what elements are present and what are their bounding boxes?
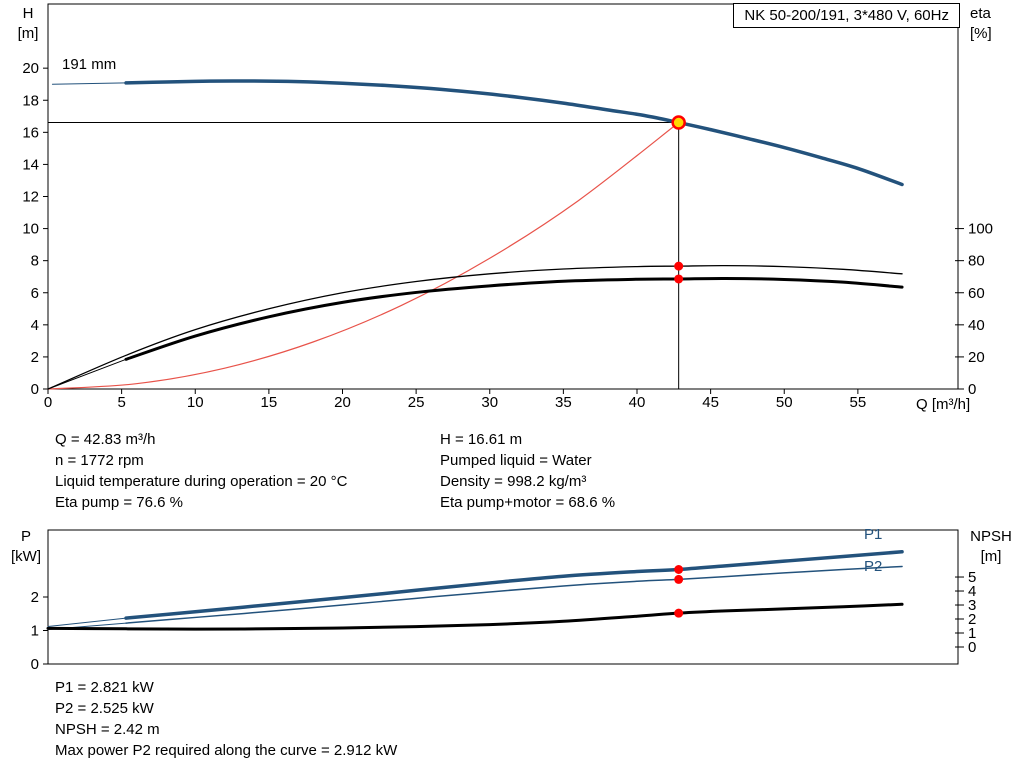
p-axis-label: P [kW] [4,527,48,567]
y-right-tick-label: 4 [968,583,976,600]
y-left-tick-label: 20 [22,60,39,77]
x-tick-label: 25 [408,394,425,411]
y-left-tick-label: 2 [31,589,39,606]
y-left-tick-label: 10 [22,221,39,238]
duty-point[interactable] [671,115,686,130]
x-tick-label: 30 [481,394,498,411]
q-axis-label: Q [m³/h] [916,396,971,413]
result-max-power: Max power P2 required along the curve = … [55,742,398,759]
p1-point [674,564,684,574]
npsh-point [674,608,684,618]
info-head: H = 16.61 m [440,431,523,448]
info-pumped-liquid: Pumped liquid = Water [440,452,592,469]
y-right-tick-label: 0 [968,381,976,398]
npsh-axis-label-symbol: NPSH [970,528,1012,545]
y-left-tick-label: 12 [22,189,39,206]
p2-curve-label: P2 [864,558,883,575]
y-right-tick-label: 2 [968,611,976,628]
eta-axis-label-symbol: eta [970,5,991,22]
y-left-tick-label: 0 [31,656,39,673]
p1-curve-label: P1 [864,526,883,543]
h-axis-label-symbol: H [22,5,34,22]
x-tick-label: 35 [555,394,572,411]
y-right-tick-label: 60 [968,285,985,302]
eta-pump-motor-curve [124,276,904,361]
p-axis-label-unit: [kW] [11,548,41,565]
p2-point [674,574,684,584]
y-right-tick-label: 40 [968,317,985,334]
p1-curve [124,550,904,620]
y-right-tick-label: 0 [968,639,976,656]
hq-chart[interactable]: 0 5 10 15 20 25 30 35 40 45 50 55 0 2 4 6 8 10 12 14 16 18 20 0… [0,0,1024,415]
impeller-trim-line [51,82,127,85]
result-p2: P2 = 2.525 kW [55,700,154,717]
info-eta-pump: Eta pump = 76.6 % [55,494,183,511]
x-tick-label: 5 [117,394,125,411]
head-curve-191mm [124,79,904,187]
y-right-tick-label: 5 [968,569,976,586]
y-right-tick-label: 1 [968,625,976,642]
y-left-tick-label: 16 [22,124,39,141]
y-left-tick-label: 8 [31,253,39,270]
x-tick-label: 10 [187,394,204,411]
info-eta-pump-motor: Eta pump+motor = 68.6 % [440,494,616,511]
pump-title-box: NK 50-200/191, 3*480 V, 60Hz [733,3,960,28]
info-speed: n = 1772 rpm [55,452,144,469]
y-right-tick-label: 20 [968,349,985,366]
result-npsh: NPSH = 2.42 m [55,721,160,738]
eta-pump-point [674,261,684,271]
y-right-tick-label: 100 [968,221,993,238]
plot-border [47,3,959,390]
y-left-tick-label: 14 [22,156,39,173]
info-liquid-temperature: Liquid temperature during operation = 20… [55,473,348,490]
x-tick-label: 50 [776,394,793,411]
eta-pump-motor-leadin [47,358,127,390]
p-axis-label-symbol: P [20,528,31,545]
x-tick-label: 45 [702,394,719,411]
x-tick-label: 40 [629,394,646,411]
system-curve [47,121,680,390]
y-right-tick-label: 3 [968,597,976,614]
x-tick-label: 55 [850,394,867,411]
npsh-axis-label: NPSH [m] [960,527,1022,567]
y-left-tick-label: 4 [31,317,39,334]
y-right-tick-label: 80 [968,253,985,270]
y-left-tick-label: 18 [22,92,39,109]
impeller-size-label: 191 mm [62,56,117,73]
p1-leadin [47,617,127,627]
h-axis-label-unit: [m] [17,25,39,42]
info-density: Density = 998.2 kg/m³ [440,473,587,490]
plot-border [47,529,959,665]
x-tick-label: 0 [44,394,52,411]
x-tick-label: 20 [334,394,351,411]
eta-axis-label: eta [%] [970,4,992,44]
result-p1: P1 = 2.821 kW [55,679,154,696]
h-axis-label: H [m] [6,4,50,44]
eta-pump-motor-point [674,274,684,284]
npsh-axis-label-unit: [m] [980,548,1002,565]
p2-curve [125,565,903,624]
info-flow: Q = 42.83 m³/h [55,431,156,448]
x-tick-label: 15 [261,394,278,411]
y-left-tick-label: 6 [31,285,39,302]
eta-axis-label-unit: [%] [970,25,992,42]
y-left-tick-label: 1 [31,623,39,640]
npsh-curve [46,602,904,631]
y-left-tick-label: 2 [31,349,39,366]
eta-pump-curve [47,264,903,390]
y-left-tick-label: 0 [31,381,39,398]
